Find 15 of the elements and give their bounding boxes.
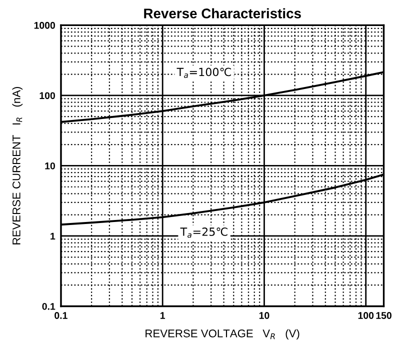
x-tick-label: 0.1 bbox=[54, 312, 68, 319]
y-tick-label: 1000 bbox=[34, 22, 55, 29]
text: REVERSE CURRENT I$_{R}$ (nA) bbox=[12, 86, 23, 244]
y-tick-label: 0.1 bbox=[42, 302, 56, 310]
x-tick-label: 150 bbox=[376, 312, 392, 319]
x-tick-label: 100 bbox=[358, 312, 374, 319]
x-tick-label: 1 bbox=[160, 312, 166, 319]
text: REVERSE VOLTAGE V$_{R}$ (V) bbox=[146, 329, 300, 340]
y-tick-label: 100 bbox=[40, 92, 55, 100]
chart-title: Reverse Characteristics bbox=[144, 8, 301, 18]
text: T$_{a}$=100℃ bbox=[176, 68, 231, 78]
series-label: T$_{a}$=25℃ bbox=[180, 228, 228, 238]
y-tick-label: 1 bbox=[50, 232, 56, 240]
x-tick-label: 10 bbox=[259, 312, 270, 319]
y-tick-label: 10 bbox=[45, 162, 55, 170]
